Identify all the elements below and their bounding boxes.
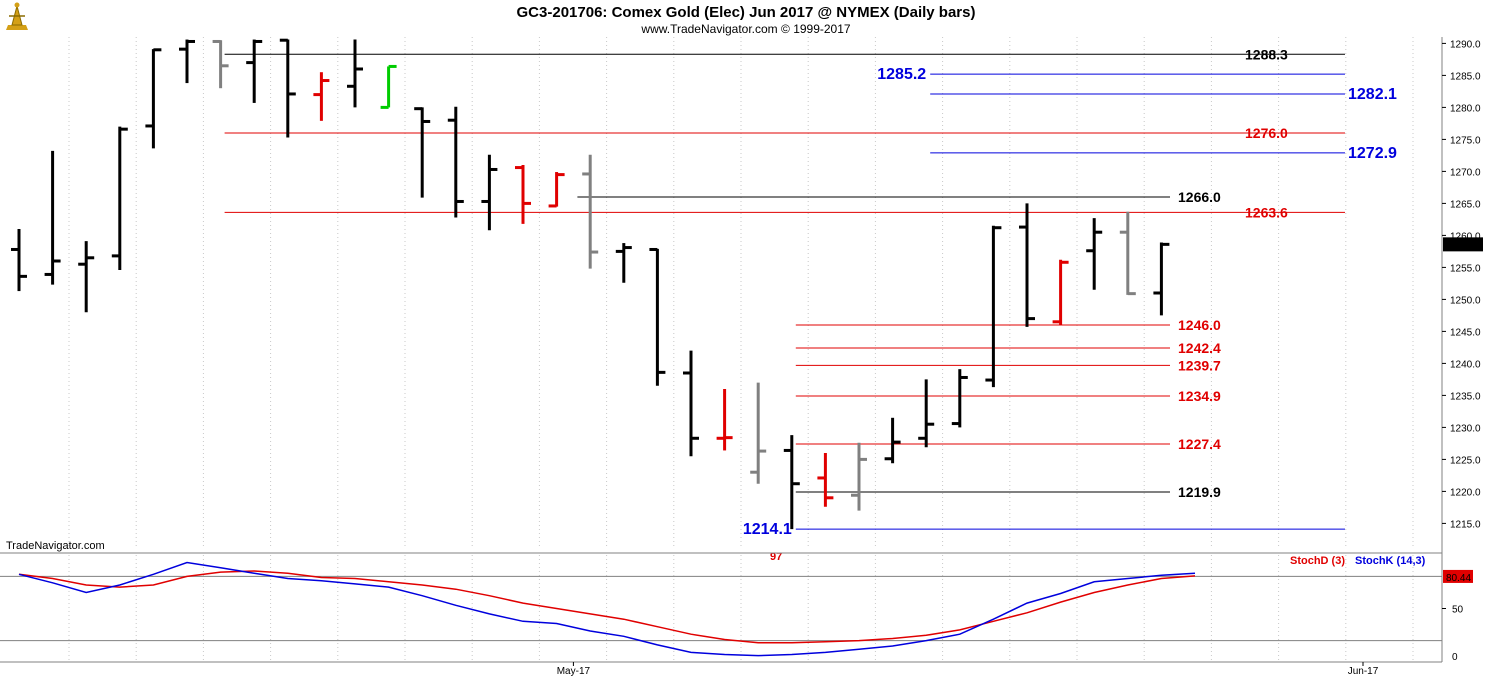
level-label: 1219.9 <box>1178 484 1221 500</box>
time-axis: May-17 Jun-17 <box>0 661 1442 677</box>
series-line <box>18 570 1196 644</box>
price-tick-label: 1270.0 <box>1450 167 1481 178</box>
price-tick-label: 1230.0 <box>1450 423 1481 434</box>
right-axis: 1215.0 1220.0 1225.0 1230.0 1235.0 1240.0 1245… <box>1441 37 1483 663</box>
price-tick-label: 1240.0 <box>1450 359 1481 370</box>
ohlc-bar <box>582 154 599 269</box>
indicator-legend: StochD (3) StochK (14,3) <box>1290 555 1426 567</box>
ohlc-bar <box>481 154 498 231</box>
header: GC3-201706: Comex Gold (Elec) Jun 2017 @… <box>6 2 976 36</box>
ohlc-bar <box>1086 218 1103 290</box>
ohlc-bar <box>817 453 834 507</box>
indicator-grid <box>0 555 1442 662</box>
ohlc-bar <box>279 38 296 138</box>
ohlc-bar <box>548 172 565 208</box>
price-tick-label: 1280.0 <box>1450 103 1481 114</box>
level-label: 1282.1 <box>1348 86 1397 103</box>
indicator-panel: StochD (3) StochK (14,3) <box>0 552 1442 662</box>
ind-tick-label: 0 <box>1452 652 1458 663</box>
ohlc-bar <box>78 241 95 313</box>
ohlc-bar <box>313 72 330 121</box>
level-labels: 1288.3 1285.2 1282.1 1276.0 1272.9 1266.0 1263… <box>743 46 1397 538</box>
logo-icon <box>6 2 28 30</box>
level-lines <box>224 53 1345 530</box>
level-label: 1288.3 <box>1245 46 1288 62</box>
chart-title: GC3-201706: Comex Gold (Elec) Jun 2017 @… <box>517 4 976 21</box>
ohlc-bar <box>951 369 968 428</box>
price-plot-area <box>0 37 1442 552</box>
level-label: 1263.6 <box>1245 204 1288 220</box>
price-tick-label: 1245.0 <box>1450 327 1481 338</box>
price-tick-label: 1215.0 <box>1450 519 1481 530</box>
ohlc-bar <box>683 350 699 457</box>
ohlc-bar <box>44 150 61 285</box>
last-stoch-label: 80.44 <box>1446 573 1471 584</box>
ohlc-bar <box>783 435 800 530</box>
indicator-lines <box>18 561 1196 657</box>
last-price-label: 1258.6 <box>1446 240 1477 251</box>
price-tick-label: 1285.0 <box>1450 71 1481 82</box>
ohlc-bar <box>347 39 363 108</box>
ohlc-bar <box>1119 211 1136 296</box>
price-tick-label: 1290.0 <box>1450 39 1481 50</box>
ohlc-bar <box>918 379 935 448</box>
price-axis-ticks: 1215.0 1220.0 1225.0 1230.0 1235.0 1240.0 1245… <box>1442 39 1481 530</box>
level-label: 1234.9 <box>1178 388 1221 404</box>
ohlc-bar <box>111 126 128 270</box>
last-price-box: 1258.6 <box>1443 237 1483 252</box>
ohlc-bars <box>11 38 1170 530</box>
time-tick-label: May-17 <box>557 666 591 677</box>
ohlc-bar <box>212 39 229 89</box>
ohlc-bar <box>414 107 431 198</box>
price-tick-label: 1235.0 <box>1450 391 1481 402</box>
legend-stochk: StochK (14,3) <box>1355 555 1426 567</box>
level-label: 1242.4 <box>1178 340 1221 356</box>
level-label: 1276.0 <box>1245 125 1288 141</box>
ohlc-bar <box>649 247 666 386</box>
ohlc-bar <box>1052 259 1069 325</box>
legend-stochd: StochD (3) <box>1290 555 1345 567</box>
level-label: 1285.2 <box>877 66 926 83</box>
series-line <box>18 561 1196 657</box>
chart-subtitle: www.TradeNavigator.com © 1999-2017 <box>640 22 850 36</box>
ohlc-bar <box>145 48 162 149</box>
ohlc-bar <box>179 39 195 84</box>
level-label: 1239.7 <box>1178 357 1221 373</box>
level-label: 1266.0 <box>1178 189 1221 205</box>
stray-label: 97 <box>770 551 782 563</box>
price-tick-label: 1225.0 <box>1450 455 1481 466</box>
ohlc-bar <box>985 225 1002 388</box>
level-label: 1272.9 <box>1348 145 1397 162</box>
level-label: 1227.4 <box>1178 436 1221 452</box>
price-tick-label: 1275.0 <box>1450 135 1481 146</box>
time-labels: May-17 Jun-17 <box>557 662 1379 677</box>
ohlc-bar <box>246 39 263 103</box>
price-tick-label: 1250.0 <box>1450 295 1481 306</box>
watermark: TradeNavigator.com <box>6 540 105 552</box>
ohlc-bar <box>11 229 27 292</box>
last-stoch-box: 80.44 <box>1443 569 1473 584</box>
ohlc-bar <box>750 382 767 484</box>
ohlc-bar <box>1019 203 1035 327</box>
price-tick-label: 1260.0 <box>1450 231 1481 242</box>
price-tick-label: 1220.0 <box>1450 487 1481 498</box>
indicator-axis-ticks: 50 0 <box>1442 605 1464 663</box>
ohlc-bar <box>1153 242 1170 316</box>
time-tick-label: Jun-17 <box>1348 666 1379 677</box>
ohlc-bar <box>447 106 464 218</box>
ohlc-bar <box>884 417 901 464</box>
level-label: 1246.0 <box>1178 317 1221 333</box>
ohlc-bar <box>380 64 397 109</box>
ohlc-bar <box>851 442 867 511</box>
ohlc-bar <box>716 389 733 451</box>
price-tick-label: 1255.0 <box>1450 263 1481 274</box>
price-grid <box>68 37 1414 549</box>
ind-tick-label: 50 <box>1452 605 1464 616</box>
price-panel: 1288.3 1285.2 1282.1 1276.0 1272.9 1266.0 1263… <box>0 37 1442 563</box>
level-label: 1214.1 <box>743 521 792 538</box>
price-tick-label: 1265.0 <box>1450 199 1481 210</box>
ohlc-bar <box>515 165 531 224</box>
ohlc-bar <box>615 243 632 283</box>
